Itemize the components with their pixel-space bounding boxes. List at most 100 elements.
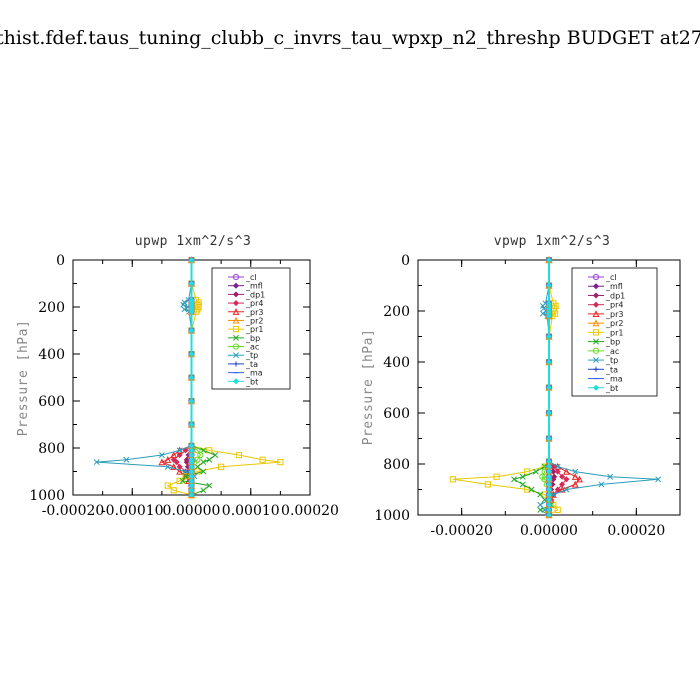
vpwp-data-point-tp [572, 468, 579, 475]
vpwp-data-point-bp [537, 491, 544, 498]
vpwp-data-point-pr1 [449, 476, 457, 483]
vpwp-legend-label: _pr1 [605, 328, 623, 337]
vpwp-legend-marker [592, 310, 600, 318]
upwp-data-point-pr4 [176, 452, 183, 459]
vpwp-data-point-bt [545, 384, 553, 391]
vpwp-legend-label: _pr4 [605, 301, 623, 310]
vpwp-legend-marker [592, 273, 600, 281]
vpwp-data-point-bt [545, 333, 553, 340]
upwp-series-line-tp [96, 260, 196, 495]
upwp-data-point-pr1 [164, 482, 171, 489]
vpwp-legend-label: _bp [605, 338, 620, 347]
vpwp-legend-marker [592, 347, 600, 354]
vpwp-data-point-bp [532, 468, 539, 475]
vpwp-y-tick-label: 600 [383, 406, 410, 422]
upwp-data-point-pr1 [259, 456, 266, 463]
upwp-y-tick-label: 1000 [29, 488, 65, 504]
upwp-legend-marker [232, 326, 240, 333]
vpwp-legend [571, 267, 658, 397]
upwp-legend-label: _bp [245, 334, 260, 343]
upwp-data-point-bt [188, 327, 195, 334]
upwp-legend-marker [232, 316, 240, 324]
vpwp-data-point-tp [598, 481, 605, 488]
vpwp-data-point-pr3 [558, 485, 566, 493]
upwp-data-point-pr1 [194, 468, 201, 475]
upwp-data-point-bp [200, 468, 207, 475]
upwp-data-point-pr3 [170, 451, 178, 459]
vpwp-data-point-bp [519, 473, 526, 480]
upwp-y-tick-label: 0 [56, 253, 65, 269]
vpwp-data-point-bp [537, 506, 544, 513]
upwp-data-point-pr3 [170, 463, 178, 470]
upwp-legend-label: _mfl [245, 282, 263, 291]
upwp-data-point-tp [158, 452, 165, 459]
upwp-data-point-bp [200, 459, 207, 466]
upwp-data-point-tp [182, 468, 189, 475]
vpwp-x-tick-label: 0.00020 [607, 523, 665, 539]
vpwp-legend-label: _pr3 [605, 310, 623, 319]
vpwp-data-point-bp [528, 486, 535, 493]
vpwp-data-point-tp [537, 501, 544, 508]
upwp-legend-label: _pr1 [245, 325, 263, 334]
vpwp-data-point-pr4 [563, 476, 570, 483]
upwp-legend-marker [232, 308, 240, 315]
vpwp-legend-marker [592, 329, 600, 336]
upwp-data-point-ac [194, 447, 201, 454]
vpwp-y-tick-label: 200 [383, 304, 410, 320]
vpwp-data-point-bt [545, 358, 553, 366]
vpwp-legend-marker [593, 338, 599, 345]
upwp-data-point-pr3 [164, 456, 172, 463]
vpwp-data-point-pr3 [571, 480, 579, 488]
upwp-data-point-tp [123, 456, 130, 463]
upwp-legend-label: _ac [245, 343, 259, 352]
upwp-panel-title: upwp 1xm^2/s^3 [135, 234, 252, 249]
vpwp-legend-label: _cl [605, 273, 617, 282]
upwp-data-point-tp [181, 306, 188, 313]
vpwp-y-tick-label: 0 [401, 253, 410, 269]
upwp-data-point-pr1 [277, 459, 284, 466]
upwp-data-point-bt [188, 374, 195, 381]
vpwp-data-point-tp [655, 476, 662, 483]
upwp-y-tick-label: 200 [38, 300, 65, 316]
page-title: thist.fdef.taus_tuning_clubb_c_invrs_tau… [0, 27, 700, 49]
upwp-data-point-bp [179, 477, 186, 484]
upwp-legend-label: _ma [245, 369, 263, 378]
vpwp-x-tick-label: -0.00020 [430, 523, 493, 539]
upwp-legend-label: _pr4 [245, 299, 263, 308]
upwp-legend-marker [232, 273, 240, 281]
upwp-legend-marker [232, 282, 240, 289]
upwp-legend-marker [232, 300, 240, 307]
vpwp-x-tick-label: 0.00000 [520, 523, 578, 539]
vpwp-data-point-bt [545, 313, 553, 320]
vpwp-data-point-pr3 [576, 475, 583, 483]
upwp-data-point-pr1 [170, 487, 177, 494]
upwp-data-point-ac [197, 451, 204, 459]
vpwp-data-point-tp [607, 473, 614, 480]
upwp-legend-label: _bt [245, 377, 258, 386]
vpwp-legend-label: _bt [605, 384, 618, 393]
upwp-x-tick-label: 0.00020 [281, 503, 339, 519]
vpwp-legend-marker [593, 366, 599, 372]
upwp-data-point-bt [188, 397, 195, 405]
upwp-data-point-bt [188, 421, 195, 428]
upwp-data-point-pr1 [218, 463, 225, 470]
upwp-data-point-bp [200, 447, 207, 454]
upwp-x-tick-label: -0.00010 [101, 503, 164, 519]
vpwp-data-point-pr1 [554, 506, 561, 513]
upwp-data-point-tp [93, 459, 100, 466]
vpwp-data-point-pr1 [524, 468, 531, 475]
vpwp-legend-marker [592, 292, 600, 299]
vpwp-data-point-pr3 [563, 467, 570, 475]
upwp-legend-marker [233, 334, 239, 341]
upwp-legend-label: _dp1 [245, 290, 265, 299]
upwp-data-point-bp [182, 473, 189, 480]
vpwp-data-point-bt [545, 409, 553, 417]
vpwp-legend-label: _tp [605, 356, 618, 365]
vpwp-y-tick-label: 1000 [374, 508, 410, 524]
upwp-legend [211, 267, 291, 390]
upwp-legend-label: _pr3 [245, 308, 263, 317]
vpwp-data-point-pr1 [493, 473, 500, 480]
upwp-legend-marker [233, 352, 239, 359]
vpwp-legend-label: _dp1 [605, 291, 625, 300]
